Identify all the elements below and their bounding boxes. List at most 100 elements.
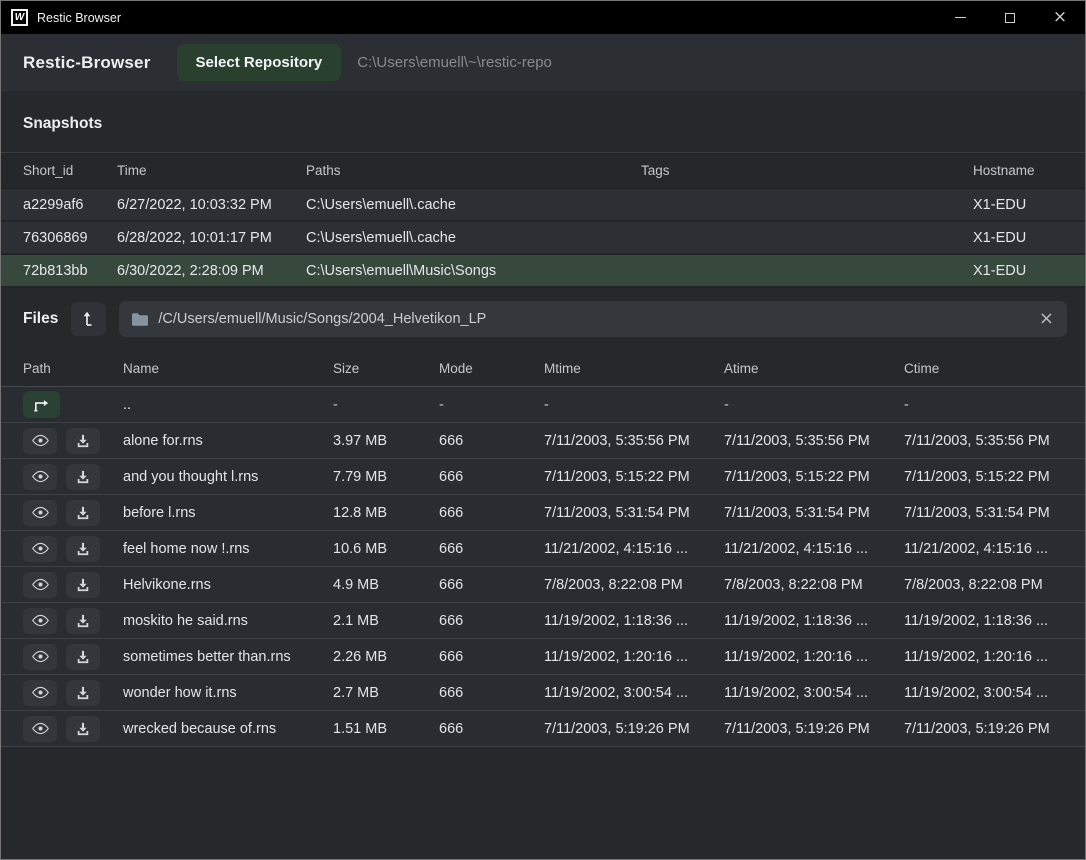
preview-file-button[interactable] bbox=[23, 679, 57, 706]
download-icon bbox=[77, 506, 89, 519]
titlebar: W Restic Browser × bbox=[1, 1, 1085, 34]
column-tags: Tags bbox=[641, 163, 670, 178]
file-mtime: 11/19/2002, 1:20:16 ... bbox=[544, 648, 689, 665]
column-mtime: Mtime bbox=[544, 360, 581, 376]
column-mode: Mode bbox=[439, 360, 473, 376]
file-atime: 7/11/2003, 5:19:26 PM bbox=[724, 720, 870, 737]
snapshot-hostname: X1-EDU bbox=[973, 262, 1027, 279]
column-paths: Paths bbox=[306, 163, 341, 178]
snapshot-time: 6/30/2022, 2:28:09 PM bbox=[117, 262, 264, 279]
file-row: moskito he said.rns 2.1 MB 666 11/19/200… bbox=[1, 603, 1085, 639]
file-row: sometimes better than.rns 2.26 MB 666 11… bbox=[1, 639, 1085, 675]
file-atime: 11/19/2002, 1:18:36 ... bbox=[724, 612, 869, 629]
file-name[interactable]: wonder how it.rns bbox=[123, 684, 237, 701]
file-name: .. bbox=[123, 396, 132, 413]
file-mtime: 11/21/2002, 4:15:16 ... bbox=[544, 540, 689, 557]
maximize-icon bbox=[1005, 12, 1015, 23]
go-up-button[interactable] bbox=[71, 302, 107, 336]
download-file-button[interactable] bbox=[66, 715, 100, 742]
snapshot-row[interactable]: a2299af6 6/27/2022, 10:03:32 PM C:\Users… bbox=[1, 189, 1085, 222]
arrow-up-from-line-icon bbox=[83, 311, 92, 326]
files-table-header: Path Name Size Mode Mtime Atime Ctime bbox=[1, 350, 1085, 387]
minimize-button[interactable] bbox=[935, 1, 985, 34]
file-name[interactable]: alone for.rns bbox=[123, 432, 203, 449]
close-button[interactable]: × bbox=[1035, 1, 1085, 34]
snapshots-table-header: Short_id Time Paths Tags Hostname bbox=[1, 152, 1085, 189]
download-file-button[interactable] bbox=[66, 463, 100, 490]
file-mode: 666 bbox=[439, 468, 464, 485]
minimize-icon bbox=[954, 17, 966, 18]
file-mode: 666 bbox=[439, 540, 464, 557]
snapshot-row[interactable]: 76306869 6/28/2022, 10:01:17 PM C:\Users… bbox=[1, 222, 1085, 255]
repository-path: C:\Users\emuell\~\restic-repo bbox=[357, 54, 552, 71]
file-name[interactable]: feel home now !.rns bbox=[123, 540, 250, 557]
file-mtime: - bbox=[544, 396, 549, 413]
snapshot-row[interactable]: 72b813bb 6/30/2022, 2:28:09 PM C:\Users\… bbox=[1, 255, 1085, 288]
preview-file-button[interactable] bbox=[23, 427, 57, 454]
file-ctime: 11/19/2002, 3:00:54 ... bbox=[904, 684, 1049, 701]
file-atime: 11/19/2002, 3:00:54 ... bbox=[724, 684, 869, 701]
file-name[interactable]: moskito he said.rns bbox=[123, 612, 248, 629]
files-bar: Files × bbox=[1, 288, 1085, 350]
clear-path-button[interactable]: × bbox=[1039, 310, 1054, 328]
file-name[interactable]: wrecked because of.rns bbox=[123, 720, 277, 737]
close-icon: × bbox=[1052, 7, 1068, 27]
download-file-button[interactable] bbox=[66, 679, 100, 706]
preview-file-button[interactable] bbox=[23, 643, 57, 670]
app-title: Restic-Browser bbox=[23, 52, 151, 72]
parent-directory-row: .. - - - - - bbox=[1, 387, 1085, 423]
navigate-parent-button[interactable] bbox=[23, 391, 60, 418]
column-ctime: Ctime bbox=[904, 360, 940, 376]
files-heading: Files bbox=[23, 310, 59, 327]
file-mode: 666 bbox=[439, 648, 464, 665]
file-mode: 666 bbox=[439, 576, 464, 593]
file-mtime: 7/11/2003, 5:35:56 PM bbox=[544, 432, 690, 449]
preview-file-button[interactable] bbox=[23, 535, 57, 562]
download-file-button[interactable] bbox=[66, 607, 100, 634]
download-file-button[interactable] bbox=[66, 499, 100, 526]
download-file-button[interactable] bbox=[66, 427, 100, 454]
file-name[interactable]: before l.rns bbox=[123, 504, 196, 521]
file-ctime: 7/11/2003, 5:35:56 PM bbox=[904, 432, 1050, 449]
file-name[interactable]: Helvikone.rns bbox=[123, 576, 211, 593]
snapshot-time: 6/27/2022, 10:03:32 PM bbox=[117, 196, 272, 213]
file-size: 7.79 MB bbox=[333, 468, 387, 485]
file-atime: 7/11/2003, 5:31:54 PM bbox=[724, 504, 870, 521]
download-file-button[interactable] bbox=[66, 535, 100, 562]
file-mtime: 11/19/2002, 3:00:54 ... bbox=[544, 684, 689, 701]
download-icon bbox=[77, 614, 89, 627]
file-atime: 7/8/2003, 8:22:08 PM bbox=[724, 576, 863, 593]
file-size: 10.6 MB bbox=[333, 540, 387, 557]
download-file-button[interactable] bbox=[66, 571, 100, 598]
file-mode: - bbox=[439, 396, 444, 413]
file-ctime: - bbox=[904, 396, 909, 413]
column-path: Path bbox=[23, 360, 51, 376]
column-name: Name bbox=[123, 360, 160, 376]
snapshot-paths: C:\Users\emuell\Music\Songs bbox=[306, 262, 497, 279]
maximize-button[interactable] bbox=[985, 1, 1035, 34]
file-name[interactable]: sometimes better than.rns bbox=[123, 648, 291, 665]
download-icon bbox=[77, 686, 89, 699]
folder-icon bbox=[132, 312, 149, 326]
app-window-icon: W bbox=[11, 9, 28, 26]
file-name[interactable]: and you thought l.rns bbox=[123, 468, 259, 485]
file-ctime: 7/11/2003, 5:19:26 PM bbox=[904, 720, 1050, 737]
preview-file-button[interactable] bbox=[23, 499, 57, 526]
preview-file-button[interactable] bbox=[23, 463, 57, 490]
file-ctime: 7/11/2003, 5:31:54 PM bbox=[904, 504, 1050, 521]
path-input-container: × bbox=[119, 301, 1067, 337]
path-input[interactable] bbox=[158, 311, 1029, 327]
snapshots-heading: Snapshots bbox=[23, 115, 103, 132]
eye-icon bbox=[31, 686, 49, 699]
file-row: Helvikone.rns 4.9 MB 666 7/8/2003, 8:22:… bbox=[1, 567, 1085, 603]
preview-file-button[interactable] bbox=[23, 607, 57, 634]
preview-file-button[interactable] bbox=[23, 715, 57, 742]
file-size: 4.9 MB bbox=[333, 576, 379, 593]
eye-icon bbox=[31, 506, 49, 519]
download-file-button[interactable] bbox=[66, 643, 100, 670]
select-repository-button[interactable]: Select Repository bbox=[176, 44, 342, 81]
file-atime: 7/11/2003, 5:15:22 PM bbox=[724, 468, 870, 485]
download-icon bbox=[77, 434, 89, 447]
preview-file-button[interactable] bbox=[23, 571, 57, 598]
file-atime: 7/11/2003, 5:35:56 PM bbox=[724, 432, 870, 449]
